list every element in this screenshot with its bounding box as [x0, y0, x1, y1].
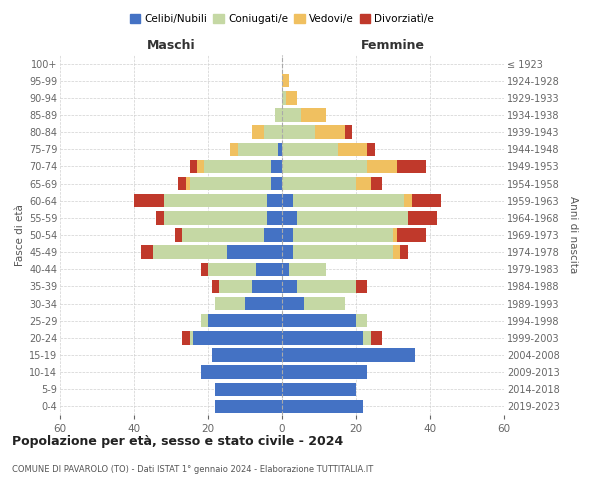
Bar [282, 280, 297, 293]
Text: COMUNE DI PAVAROLO (TO) - Dati ISTAT 1° gennaio 2024 - Elaborazione TUTTITALIA.I: COMUNE DI PAVAROLO (TO) - Dati ISTAT 1° … [12, 465, 373, 474]
Bar [253, 280, 282, 293]
Bar [182, 331, 190, 344]
Bar [208, 314, 282, 328]
Bar [393, 246, 400, 259]
Bar [364, 331, 371, 344]
Bar [200, 366, 282, 379]
Text: Femmine: Femmine [361, 38, 425, 52]
Bar [286, 91, 297, 104]
Bar [263, 228, 282, 241]
Bar [397, 228, 427, 241]
Bar [271, 177, 282, 190]
Bar [182, 228, 263, 241]
Bar [267, 211, 282, 224]
Bar [282, 108, 301, 122]
Text: Maschi: Maschi [146, 38, 196, 52]
Bar [193, 331, 282, 344]
Bar [282, 126, 316, 139]
Bar [271, 160, 282, 173]
Bar [212, 280, 219, 293]
Bar [275, 108, 282, 122]
Text: Popolazione per età, sesso e stato civile - 2024: Popolazione per età, sesso e stato civil… [12, 435, 343, 448]
Bar [297, 280, 356, 293]
Bar [267, 194, 282, 207]
Bar [367, 142, 374, 156]
Bar [345, 126, 352, 139]
Bar [282, 382, 356, 396]
Bar [400, 246, 408, 259]
Bar [337, 142, 367, 156]
Bar [263, 126, 282, 139]
Bar [282, 142, 337, 156]
Bar [204, 160, 271, 173]
Bar [282, 74, 289, 88]
Bar [164, 194, 267, 207]
Bar [297, 211, 408, 224]
Bar [190, 160, 197, 173]
Bar [190, 177, 271, 190]
Bar [282, 177, 356, 190]
Bar [256, 262, 282, 276]
Bar [371, 331, 382, 344]
Bar [282, 246, 293, 259]
Bar [356, 177, 371, 190]
Bar [186, 177, 190, 190]
Y-axis label: Fasce di età: Fasce di età [14, 204, 25, 266]
Bar [293, 194, 404, 207]
Bar [178, 177, 186, 190]
Bar [367, 160, 397, 173]
Bar [356, 280, 367, 293]
Bar [282, 194, 293, 207]
Bar [219, 280, 253, 293]
Bar [282, 331, 364, 344]
Bar [200, 314, 208, 328]
Bar [356, 314, 367, 328]
Legend: Celibi/Nubili, Coniugati/e, Vedovi/e, Divorziatì/e: Celibi/Nubili, Coniugati/e, Vedovi/e, Di… [125, 10, 439, 29]
Bar [152, 246, 227, 259]
Bar [371, 177, 382, 190]
Bar [412, 194, 441, 207]
Bar [316, 126, 345, 139]
Bar [282, 211, 297, 224]
Bar [142, 246, 152, 259]
Bar [397, 160, 427, 173]
Bar [215, 400, 282, 413]
Bar [253, 126, 263, 139]
Bar [215, 297, 245, 310]
Bar [282, 262, 289, 276]
Bar [208, 262, 256, 276]
Bar [282, 314, 356, 328]
Bar [156, 211, 164, 224]
Bar [282, 366, 367, 379]
Bar [282, 348, 415, 362]
Bar [404, 194, 412, 207]
Bar [190, 331, 193, 344]
Bar [200, 262, 208, 276]
Bar [278, 142, 282, 156]
Bar [282, 400, 364, 413]
Bar [293, 246, 393, 259]
Bar [301, 108, 326, 122]
Bar [215, 382, 282, 396]
Bar [289, 262, 326, 276]
Bar [197, 160, 204, 173]
Bar [282, 91, 286, 104]
Bar [238, 142, 278, 156]
Bar [393, 228, 397, 241]
Bar [164, 211, 267, 224]
Bar [304, 297, 345, 310]
Bar [230, 142, 238, 156]
Bar [212, 348, 282, 362]
Bar [227, 246, 282, 259]
Bar [175, 228, 182, 241]
Y-axis label: Anni di nascita: Anni di nascita [568, 196, 578, 274]
Bar [408, 211, 437, 224]
Bar [282, 160, 367, 173]
Bar [282, 297, 304, 310]
Bar [293, 228, 393, 241]
Bar [245, 297, 282, 310]
Bar [282, 228, 293, 241]
Bar [134, 194, 164, 207]
